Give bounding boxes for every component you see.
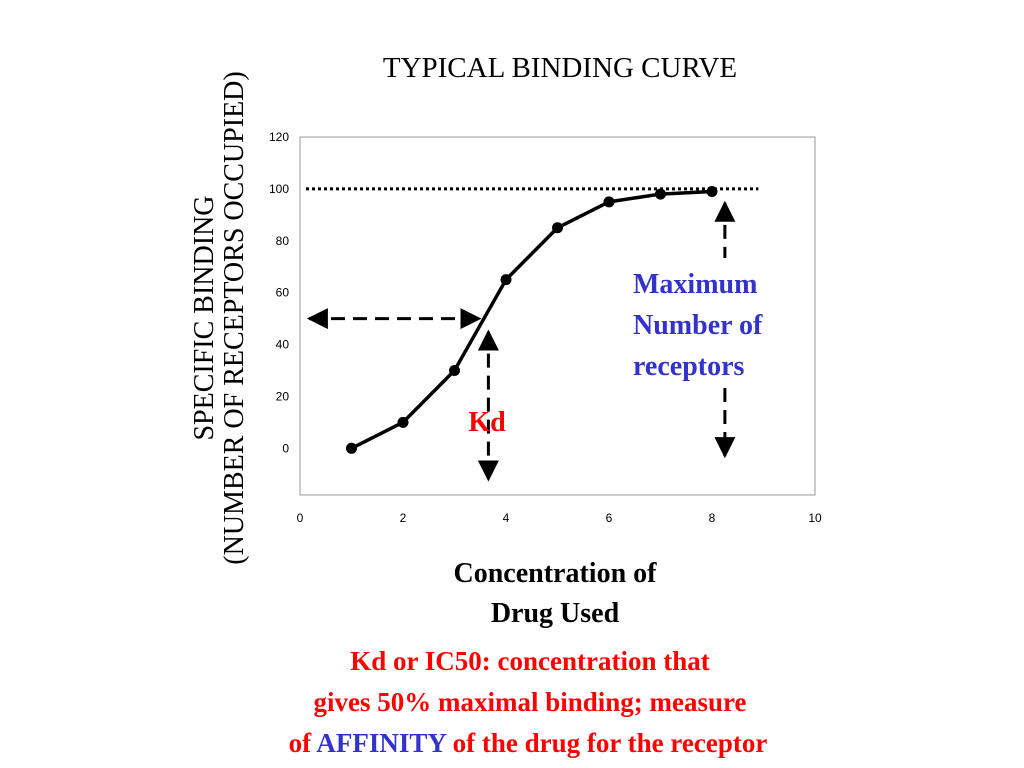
y-tick-label: 80 [276,234,290,248]
x-axis-label-line1: Concentration of [454,558,658,589]
data-point [397,416,409,428]
footer-line2: gives 50% maximal binding; measure [313,687,746,717]
y-tick-label: 60 [276,286,290,300]
x-tick-label: 6 [606,511,613,525]
y-axis-label-line2: (NUMBER OF RECEPTORS OCCUPIED) [219,71,250,564]
max-receptors-label-line3: receptors [633,351,745,382]
footer-line1: Kd or IC50: concentration that [350,646,709,676]
data-point [449,364,460,376]
data-point [603,196,615,208]
series-points [346,185,718,454]
plot-area [299,136,816,496]
x-tick-label: 10 [808,511,822,525]
x-tick-label: 0 [297,511,304,525]
footer-line3: of AFFINITY of the drug for the receptor [289,728,768,758]
max-receptors-label-line2: Number of [633,310,763,341]
kd-label: Kd [468,407,506,438]
y-tick-label: 20 [276,389,290,403]
y-tick-label: 0 [282,441,289,455]
y-axis-label-line1: SPECIFIC BINDING [189,195,220,440]
x-tick-label: 8 [709,511,716,525]
y-tick-label: 120 [269,130,289,144]
x-tick-label: 2 [400,511,407,525]
max-receptors-label-line1: Maximum [633,269,757,300]
footer-affinity-highlight: AFFINITY [316,728,446,758]
y-tick-labels: 0 20 40 60 80 100 120 [269,130,289,455]
y-tick-label: 100 [269,182,289,196]
data-point [346,442,357,454]
y-tick-label: 40 [276,338,290,352]
footer-line3-suffix: of the drug for the receptor [446,728,767,758]
x-tick-label: 4 [503,511,510,525]
x-axis-label-line2: Drug Used [491,598,620,629]
data-point [552,222,563,234]
data-point [706,185,718,197]
x-tick-labels: 0 2 4 6 8 10 [297,511,822,525]
data-point [655,188,666,200]
chart-title: TYPICAL BINDING CURVE [383,52,737,84]
footer-line3-prefix: of [289,728,317,758]
series-line [350,189,713,450]
data-point [500,274,512,286]
